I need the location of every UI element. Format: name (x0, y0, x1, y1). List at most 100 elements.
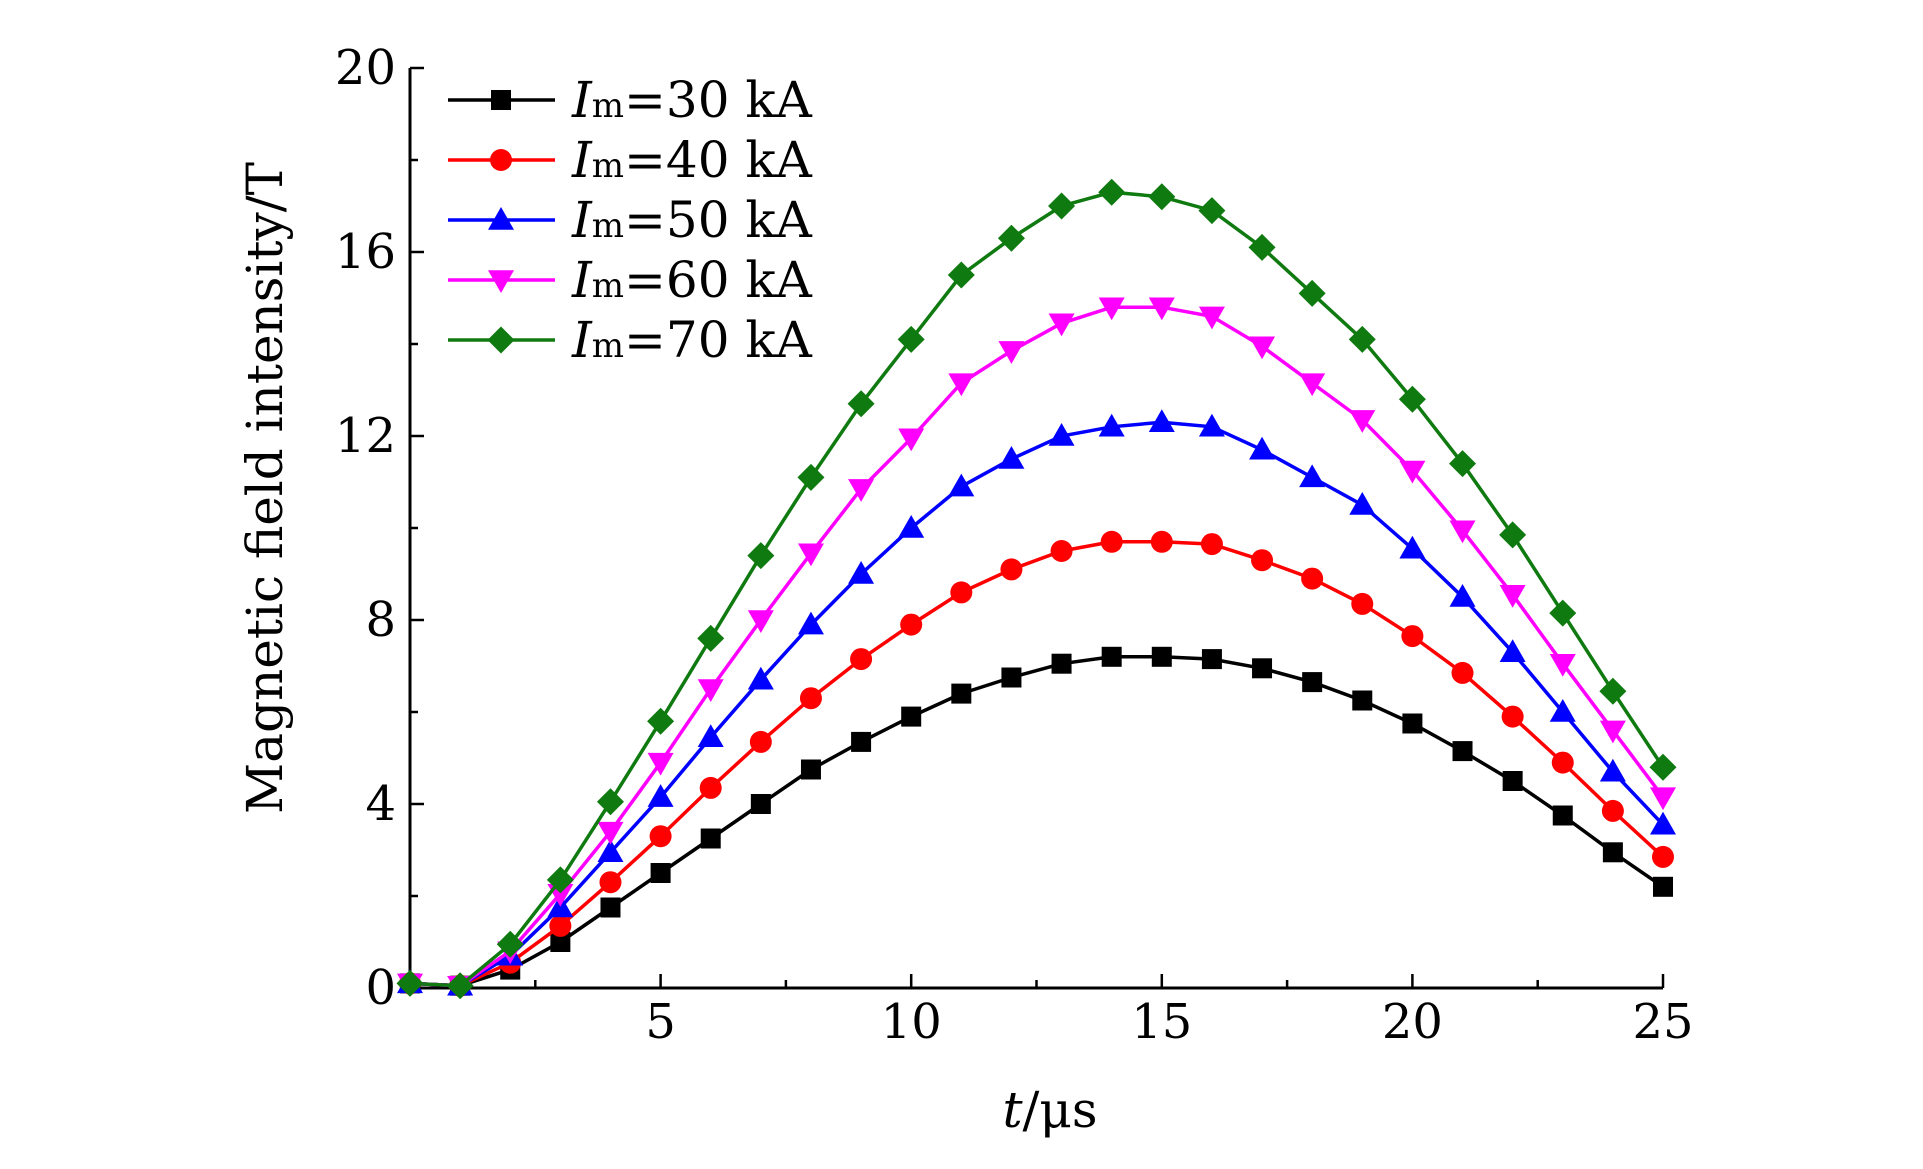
legend-item: Im=30 kA (448, 71, 813, 129)
series-group (396, 178, 1677, 1000)
data-point (1449, 584, 1476, 607)
data-point (1051, 653, 1072, 674)
data-point (1298, 279, 1326, 307)
x-tick-label: 15 (1131, 994, 1192, 1050)
data-point (697, 724, 724, 748)
legend-label-value: =50 kA (624, 191, 813, 249)
data-point (797, 463, 825, 491)
data-point (1352, 690, 1373, 711)
x-axis-variable: t (1002, 1081, 1023, 1139)
data-point (1601, 799, 1624, 822)
data-point (699, 776, 722, 799)
data-point (847, 390, 875, 418)
data-point (1401, 625, 1424, 648)
data-point (1100, 530, 1123, 553)
legend-label: Im=70 kA (571, 311, 813, 369)
data-point (1048, 313, 1075, 337)
data-point (1299, 464, 1326, 488)
data-point (1551, 751, 1574, 774)
data-point (697, 679, 724, 702)
legend-label-subscript: m (592, 86, 624, 126)
data-point (1251, 549, 1274, 572)
data-point (1048, 192, 1076, 220)
data-point (1602, 842, 1623, 863)
data-point (1201, 649, 1222, 670)
data-point (800, 759, 821, 780)
data-point (1048, 423, 1075, 446)
legend-item: Im=70 kA (448, 311, 813, 369)
x-tick-label: 25 (1632, 994, 1693, 1050)
legend-label-subscript: m (592, 146, 624, 186)
data-point (697, 624, 725, 652)
data-point (1198, 197, 1226, 225)
data-point (1499, 639, 1526, 662)
data-point (747, 666, 774, 690)
data-point (1499, 521, 1527, 549)
data-point (851, 731, 872, 752)
data-point (599, 871, 622, 894)
data-point (446, 972, 474, 1000)
data-point (1549, 599, 1577, 627)
legend-label-value: =70 kA (624, 311, 813, 369)
y-tick-label: 8 (365, 592, 396, 648)
data-point (1299, 373, 1326, 397)
legend-label-variable: I (571, 71, 593, 129)
data-point (1349, 492, 1376, 515)
legend-item: Im=60 kA (448, 251, 813, 309)
data-point (491, 90, 511, 110)
data-point (1599, 758, 1626, 782)
x-axis-title: t/μs (1002, 1081, 1097, 1139)
data-point (396, 969, 424, 997)
x-tick-label: 10 (881, 994, 942, 1050)
data-point (901, 706, 922, 727)
y-tick-label: 0 (365, 960, 396, 1016)
data-point (749, 730, 772, 753)
data-point (1348, 325, 1376, 353)
legend-label-value: =40 kA (624, 131, 813, 189)
data-point (647, 707, 675, 735)
data-point (647, 752, 674, 776)
data-point (597, 839, 624, 863)
data-point (799, 687, 822, 710)
data-point (1302, 672, 1323, 693)
y-axis-title: Magnetic field intensity/T (236, 162, 294, 814)
data-point (950, 581, 973, 604)
legend-label-variable: I (571, 311, 593, 369)
data-point (948, 373, 975, 397)
legend-item: Im=40 kA (448, 131, 813, 189)
data-point (898, 515, 925, 538)
data-point (1599, 677, 1627, 705)
data-point (1098, 413, 1125, 437)
tick-marks: 5 10 15 20 25 0 4 8 12 16 20 (335, 40, 1694, 1050)
legend-label-value: =60 kA (624, 251, 813, 309)
data-point (1148, 183, 1176, 211)
legend-label-subscript: m (592, 206, 624, 246)
x-tick-label: 5 (645, 994, 676, 1050)
series-line (409, 190, 1665, 988)
data-point (550, 932, 571, 952)
data-point (487, 326, 515, 354)
data-point (546, 866, 574, 894)
data-point (1001, 667, 1022, 688)
data-point (647, 784, 674, 807)
data-point (1449, 450, 1477, 478)
legend-label-variable: I (571, 191, 593, 249)
data-point (1101, 646, 1122, 667)
data-point (900, 613, 923, 636)
data-point (1449, 520, 1476, 544)
y-tick-label: 4 (365, 776, 396, 832)
data-point (1249, 336, 1276, 360)
series-5 (396, 178, 1677, 1000)
data-point (1198, 306, 1225, 330)
data-point (1649, 753, 1677, 781)
data-point (951, 683, 972, 704)
data-point (1200, 533, 1223, 556)
data-point (1249, 436, 1276, 460)
data-point (848, 479, 875, 502)
series-3 (397, 409, 1676, 996)
data-point (948, 473, 975, 497)
legend-label-subscript: m (592, 326, 624, 366)
data-point (1050, 540, 1073, 562)
data-point (1399, 460, 1426, 484)
x-axis-unit: /μs (1023, 1081, 1098, 1139)
